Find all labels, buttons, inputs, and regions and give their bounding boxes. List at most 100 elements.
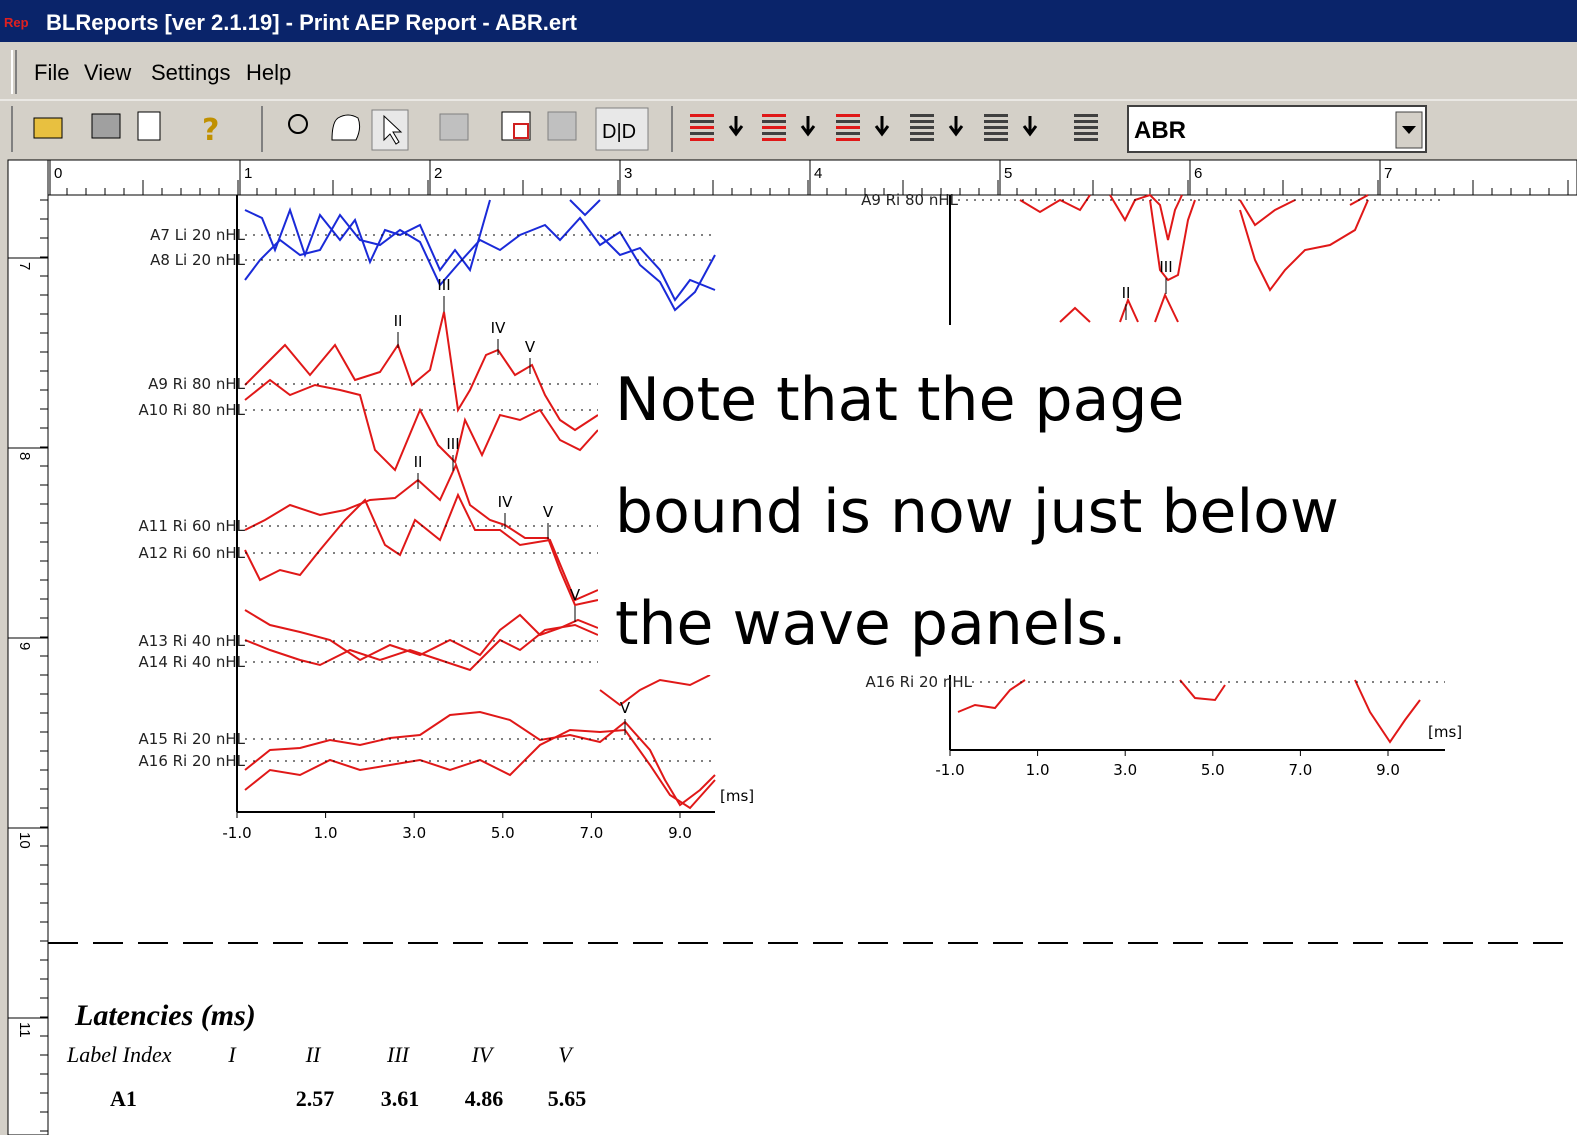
icon-line	[690, 114, 714, 117]
icon-line	[690, 132, 714, 135]
column-header: IV	[471, 1042, 495, 1067]
peak-label: V	[620, 699, 631, 717]
icon-line	[984, 114, 1008, 117]
ruler-label: 5	[1004, 165, 1012, 182]
trace-label: A12 Ri 60 nHL	[139, 544, 246, 562]
print-button[interactable]	[92, 114, 120, 138]
icon-line	[690, 120, 714, 123]
ruler-label: 10	[16, 832, 33, 849]
icon-line	[1074, 132, 1098, 135]
ruler-label: 3	[624, 165, 632, 182]
combo-value: ABR	[1134, 117, 1186, 144]
x-tick-label: 7.0	[579, 824, 603, 842]
trace-label: A14 Ri 40 nHL	[139, 653, 246, 671]
peak-label: V	[570, 586, 581, 604]
open-button[interactable]	[34, 118, 62, 138]
x-tick-label: -1.0	[222, 824, 251, 842]
icon-line	[762, 132, 786, 135]
icon-line	[910, 120, 934, 123]
row-label: A1	[110, 1086, 137, 1111]
trace-label: A7 Li 20 nHL	[150, 226, 246, 244]
trace-label: A9 Ri 80 nHL	[148, 375, 246, 393]
note-line: the wave panels.	[615, 589, 1127, 659]
x-tick-label: 7.0	[1288, 761, 1312, 779]
trace-label: A10 Ri 80 nHL	[139, 401, 246, 419]
peak-label: V	[543, 503, 554, 521]
icon-line	[690, 126, 714, 129]
icon-line	[1074, 114, 1098, 117]
menu-item[interactable]: Help	[246, 60, 291, 85]
latency-value: 3.61	[381, 1086, 420, 1111]
x-unit: [ms]	[1428, 723, 1462, 741]
trace-label: A15 Ri 20 nHL	[139, 730, 246, 748]
column-header: Label Index	[66, 1042, 172, 1067]
x-tick-label: 9.0	[668, 824, 692, 842]
app-window: Rep BLReports [ver 2.1.19] - Print AEP R…	[0, 0, 1577, 1135]
icon-line	[836, 120, 860, 123]
icon-line	[690, 138, 714, 141]
ruler-label: 7	[1384, 165, 1392, 182]
x-tick-label: 9.0	[1376, 761, 1400, 779]
peak-label: IV	[498, 493, 513, 511]
x-tick-label: 5.0	[1201, 761, 1225, 779]
x-tick-label: 1.0	[314, 824, 338, 842]
svg-text:D|D: D|D	[602, 121, 636, 143]
peak-label: II	[1122, 284, 1131, 302]
grid-button[interactable]	[548, 112, 576, 140]
icon-line	[836, 132, 860, 135]
note-line: Note that the page	[615, 365, 1184, 435]
icon-line	[984, 126, 1008, 129]
icon-line	[984, 132, 1008, 135]
icon-line	[1074, 126, 1098, 129]
icon-line	[836, 114, 860, 117]
layout-button[interactable]	[502, 112, 530, 140]
page: Rep BLReports [ver 2.1.19] - Print AEP R…	[0, 0, 1577, 1135]
menu-item[interactable]: Settings	[151, 60, 231, 85]
ruler-label: 2	[434, 165, 442, 182]
column-header: III	[386, 1042, 411, 1067]
icon-line	[1074, 138, 1098, 141]
x-unit: [ms]	[720, 787, 754, 805]
peak-label: IV	[491, 319, 506, 337]
trace-label: A9 Ri 80 nHL	[861, 191, 959, 209]
icon-line	[1074, 120, 1098, 123]
x-tick-label: 5.0	[491, 824, 515, 842]
trace-label: A16 Ri 20 nHL	[139, 752, 246, 770]
app-icon: Rep	[4, 15, 29, 30]
icon-line	[762, 138, 786, 141]
icon-line	[836, 126, 860, 129]
ruler-label: 1	[244, 165, 252, 182]
icon-line	[910, 114, 934, 117]
trace-label: A13 Ri 40 nHL	[139, 632, 246, 650]
menu-item[interactable]: File	[34, 60, 69, 85]
window-title: BLReports [ver 2.1.19] - Print AEP Repor…	[46, 10, 578, 35]
horizontal-ruler	[48, 160, 1577, 195]
icon-line	[910, 126, 934, 129]
icon-line	[836, 138, 860, 141]
note-line: bound is now just below	[615, 477, 1339, 547]
preview-button[interactable]	[138, 112, 160, 140]
menu-item[interactable]: View	[84, 60, 131, 85]
trace-label: A8 Li 20 nHL	[150, 251, 246, 269]
x-tick-label: 3.0	[1113, 761, 1137, 779]
trace-label: A11 Ri 60 nHL	[139, 517, 246, 535]
help-button[interactable]: ?	[202, 113, 219, 148]
icon-line	[984, 120, 1008, 123]
latency-value: 4.86	[465, 1086, 504, 1111]
peak-label: III	[1159, 258, 1172, 276]
menu-bar	[0, 42, 1577, 100]
icon-line	[984, 138, 1008, 141]
peak-label: II	[394, 312, 403, 330]
properties-button[interactable]	[440, 114, 468, 140]
icon-line	[762, 120, 786, 123]
ruler-label: 6	[1194, 165, 1202, 182]
peak-label: III	[437, 276, 450, 294]
ruler-label: 4	[814, 165, 822, 182]
ruler-label: 7	[16, 262, 33, 270]
x-tick-label: 3.0	[402, 824, 426, 842]
x-tick-label: 1.0	[1026, 761, 1050, 779]
latencies-title: Latencies (ms)	[74, 999, 256, 1032]
peak-label: V	[525, 338, 536, 356]
ruler-label: 9	[16, 642, 33, 650]
icon-line	[762, 114, 786, 117]
